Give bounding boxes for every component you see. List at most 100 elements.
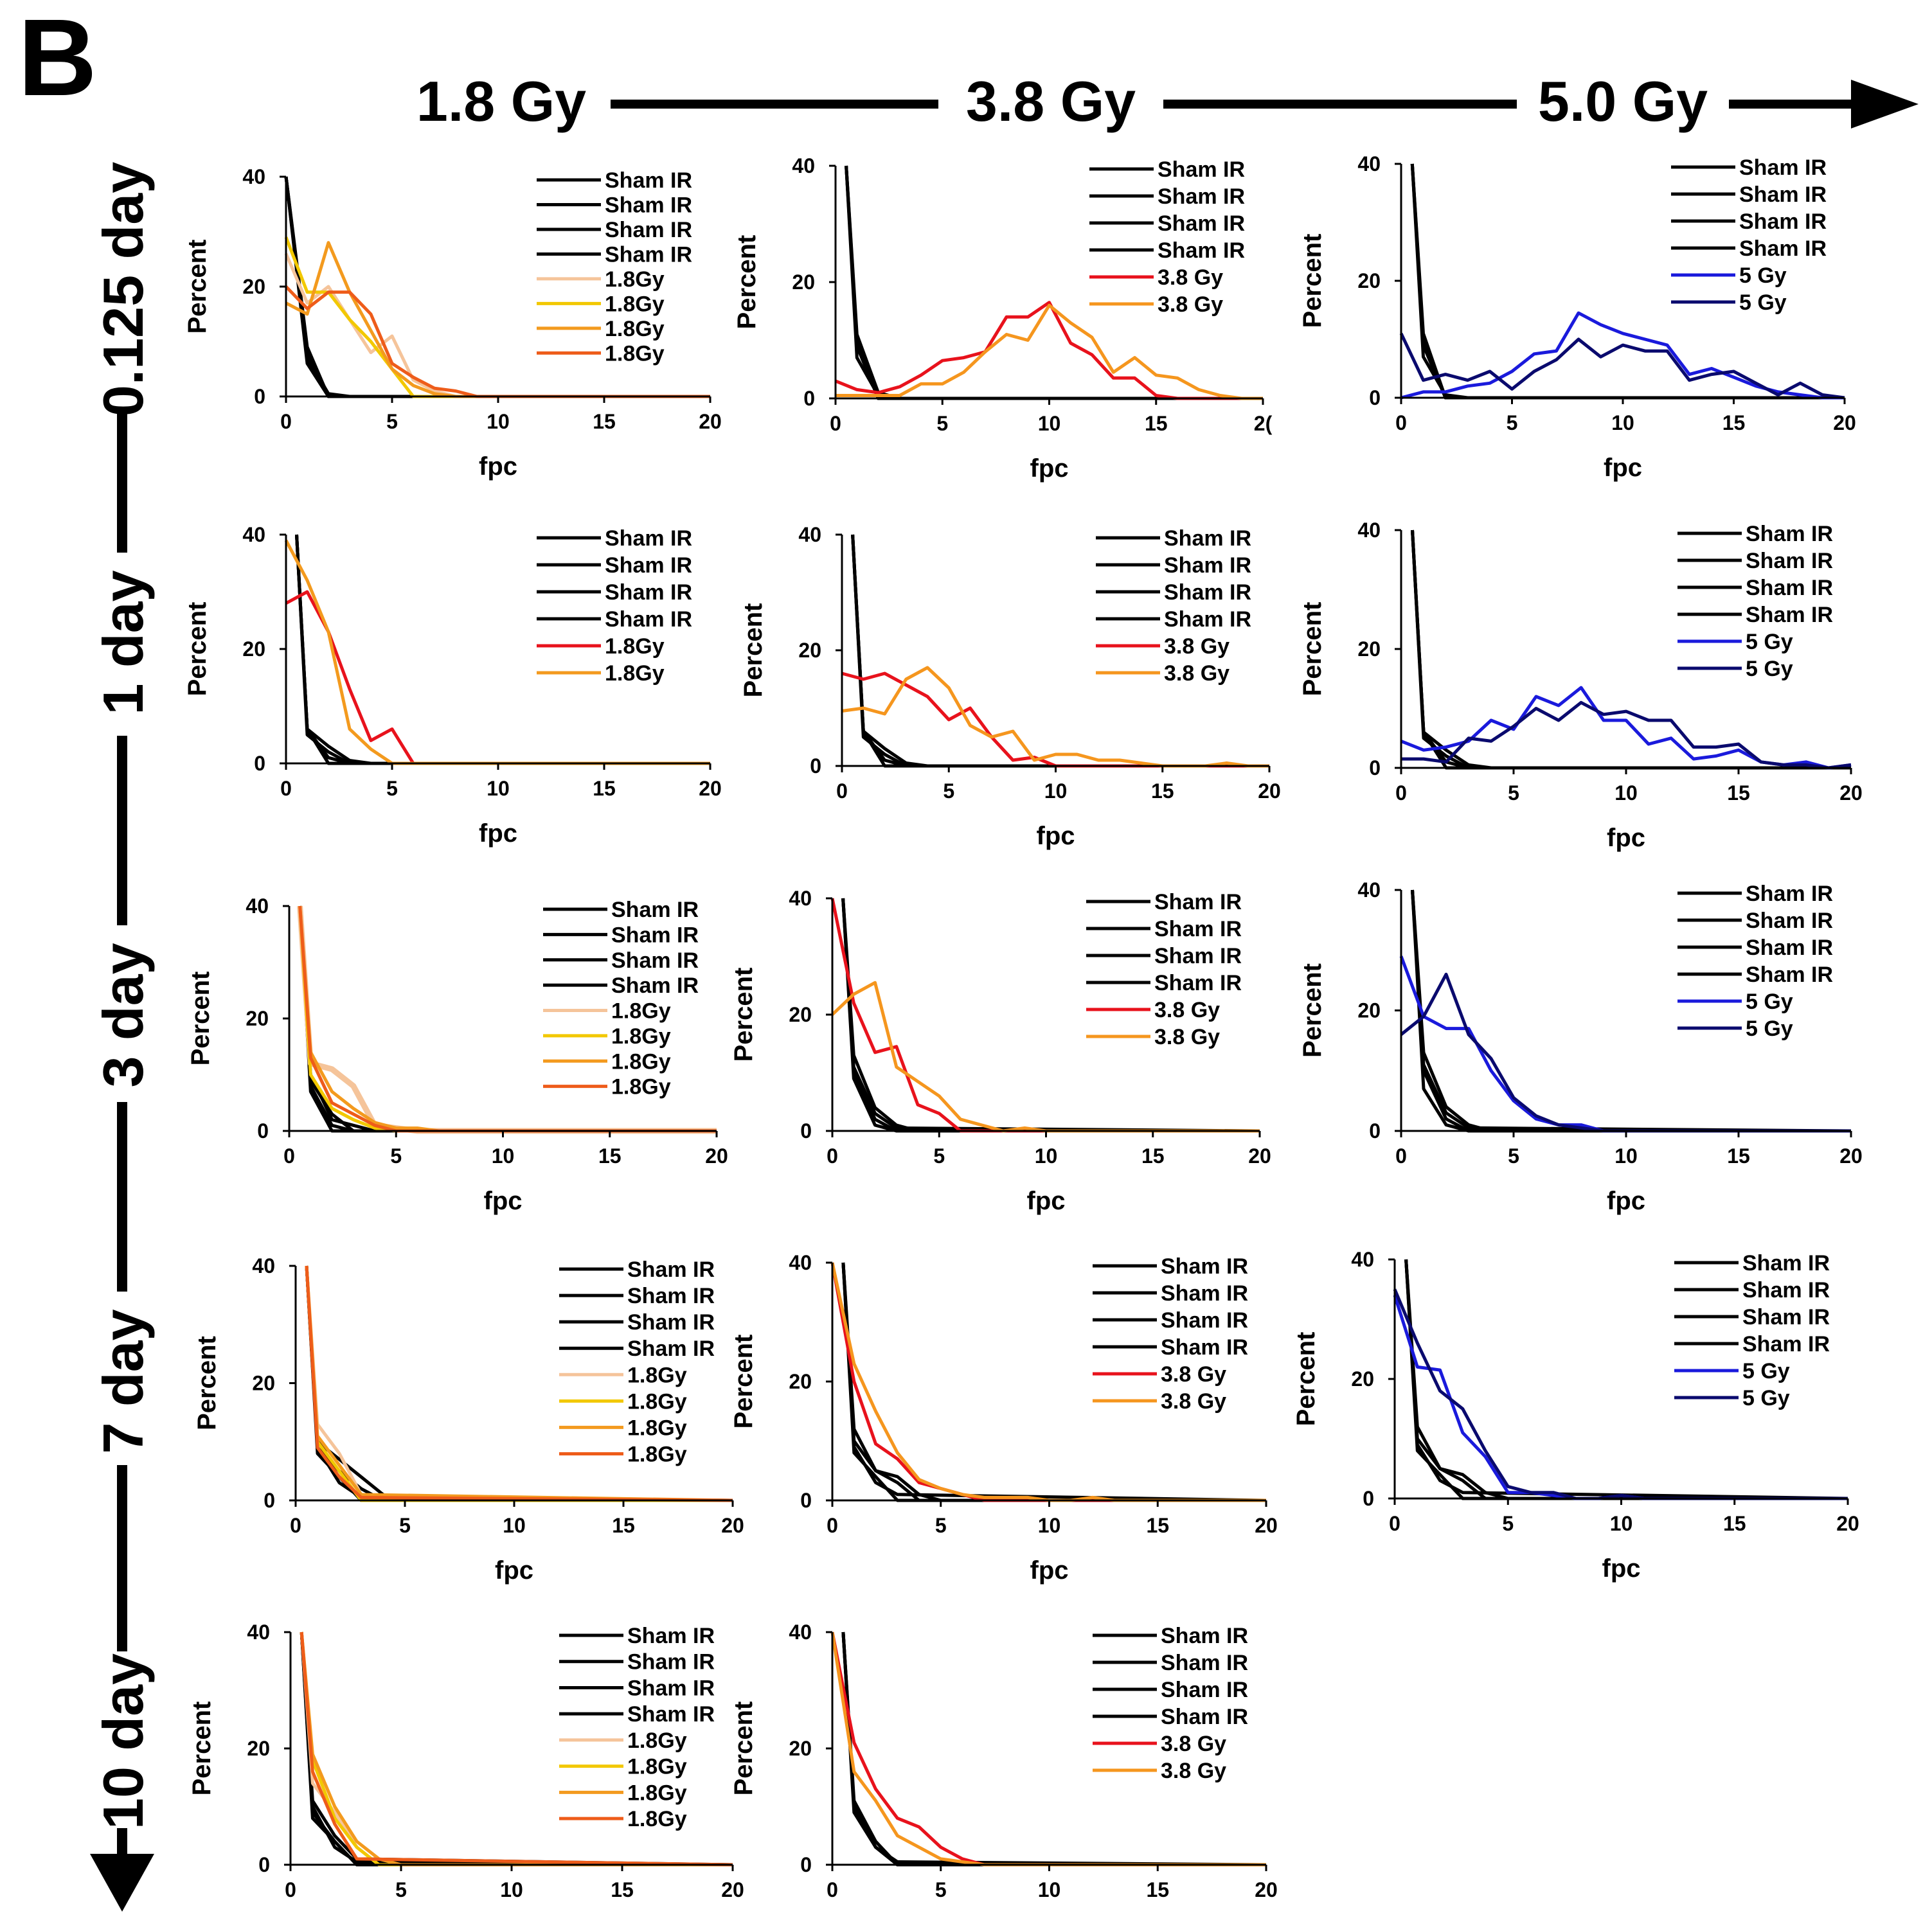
y-tick-label: 40 — [789, 1251, 812, 1274]
x-tick-label: 5 — [395, 1878, 407, 1901]
x-tick-label: 15 — [1141, 1144, 1165, 1168]
legend-label: Sham IR — [1154, 917, 1242, 941]
x-tick-label: 10 — [1044, 779, 1068, 803]
legend-label: 3.8 Gy — [1161, 1389, 1226, 1414]
legend-label: 5 Gy — [1742, 1386, 1790, 1410]
x-tick-label: 20 — [1833, 411, 1856, 434]
legend-label: Sham IR — [1161, 1651, 1248, 1675]
legend-label: Sham IR — [627, 1702, 715, 1727]
legend-label: Sham IR — [627, 1624, 715, 1648]
x-axis-label: fpc — [1037, 822, 1075, 850]
legend-label: Sham IR — [1746, 936, 1833, 960]
x-tick-label: 15 — [1151, 779, 1174, 803]
x-tick-label: 15 — [1727, 781, 1750, 804]
chart-r4c1: 0 20 40 0 5 10 15 20 Percent Sham IR Sham IR Sham I… — [729, 1621, 1278, 1901]
legend-label: 1.8Gy — [627, 1442, 687, 1466]
x-tick-label: 5 — [1502, 1512, 1514, 1535]
legend-label: Sham IR — [1161, 1335, 1248, 1360]
x-tick-label: 20 — [721, 1878, 744, 1901]
y-tick-label: 0 — [800, 1489, 812, 1512]
series-line — [1399, 332, 1845, 400]
legend-label: 1.8Gy — [611, 1075, 671, 1099]
x-tick-label: 15 — [1146, 1514, 1169, 1537]
legend-label: 5 Gy — [1746, 990, 1793, 1014]
dose-arrow: 1.8 Gy 3.8 Gy 5.0 Gy — [416, 69, 1919, 133]
legend-label: Sham IR — [1161, 1281, 1248, 1306]
y-axis-label: Percent — [733, 235, 761, 330]
legend-label: Sham IR — [1742, 1251, 1830, 1276]
legend-label: Sham IR — [1746, 882, 1833, 906]
time-arrow: 0.125 day 1 day 3 day 7 day 10 day — [90, 162, 155, 1912]
legend-label: 5 Gy — [1742, 1359, 1790, 1383]
time-label-0-125: 0.125 day — [91, 162, 155, 416]
y-tick-label: 20 — [789, 1370, 812, 1393]
x-tick-label: 15 — [611, 1878, 634, 1901]
legend-label: 3.8 Gy — [1154, 998, 1220, 1022]
legend-label: 1.8Gy — [627, 1389, 687, 1414]
y-tick-label: 0 — [1369, 386, 1381, 409]
legend-label: Sham IR — [605, 218, 692, 242]
x-tick-label: 0 — [827, 1878, 838, 1901]
x-tick-label: 5 — [935, 1878, 947, 1901]
legend-label: Sham IR — [1158, 238, 1245, 263]
legend-label: Sham IR — [1746, 522, 1833, 546]
chart-r2c1: 0 20 40 0 5 10 15 20 fpc Percent Sham IR Sham IR Sha… — [729, 887, 1271, 1215]
x-tick-label: 15 — [1723, 1512, 1746, 1535]
x-tick-label: 15 — [1145, 412, 1168, 435]
x-tick-label: 10 — [500, 1878, 523, 1901]
dose-header-5-0: 5.0 Gy — [1538, 69, 1708, 133]
x-tick-label: 10 — [1038, 1878, 1061, 1901]
x-axis-label: fpc — [1027, 1187, 1066, 1215]
y-tick-label: 20 — [242, 637, 265, 661]
series-line — [1400, 972, 1851, 1133]
x-tick-label: 0 — [836, 779, 848, 803]
legend-label: Sham IR — [605, 242, 692, 267]
x-tick-label: 5 — [933, 1144, 945, 1168]
legend-label: 3.8 Gy — [1154, 1025, 1220, 1049]
y-tick-label: 20 — [1351, 1367, 1374, 1391]
legend-label: Sham IR — [1161, 1308, 1248, 1333]
legend-label: Sham IR — [1158, 184, 1245, 209]
x-tick-label: 10 — [487, 777, 510, 800]
x-tick-label: 5 — [943, 779, 954, 803]
legend-label: 3.8 Gy — [1161, 1732, 1226, 1756]
y-tick-label: 40 — [789, 1621, 812, 1644]
series-line — [830, 1262, 1266, 1502]
series-line — [300, 1631, 733, 1867]
x-tick-label: 0 — [1395, 1144, 1407, 1168]
y-axis-label: Percent — [729, 968, 758, 1062]
legend-label: Sham IR — [605, 193, 692, 217]
legend-label: 3.8 Gy — [1158, 265, 1223, 290]
y-axis-label: Percent — [729, 1335, 758, 1429]
x-tick-label: 0 — [1395, 781, 1407, 804]
legend-label: Sham IR — [1746, 549, 1833, 573]
x-tick-label: 15 — [1727, 1144, 1750, 1168]
panel-label: B — [18, 0, 97, 119]
legend-label: Sham IR — [1158, 157, 1245, 182]
y-tick-label: 40 — [789, 887, 812, 910]
legend-label: Sham IR — [1739, 236, 1827, 261]
legend-label: 5 Gy — [1739, 263, 1787, 288]
legend-label: 3.8 Gy — [1158, 292, 1223, 317]
x-tick-label: 15 — [1722, 411, 1746, 434]
legend-label: Sham IR — [1161, 1254, 1248, 1279]
series-line — [841, 671, 1269, 768]
legend-label: Sham IR — [1164, 553, 1251, 578]
time-label-1: 1 day — [91, 570, 155, 715]
series-line — [831, 981, 1260, 1133]
y-tick-label: 20 — [252, 1372, 275, 1395]
y-tick-label: 0 — [1369, 1119, 1381, 1142]
legend-label: Sham IR — [605, 553, 692, 578]
x-tick-label: 0 — [283, 1144, 295, 1168]
legend-label: Sham IR — [611, 948, 699, 973]
legend-label: Sham IR — [1161, 1678, 1248, 1702]
x-axis-label: fpc — [1030, 454, 1069, 483]
series-line — [305, 1265, 733, 1502]
y-tick-label: 40 — [1357, 878, 1381, 902]
x-axis-label: fpc — [1604, 454, 1642, 482]
x-tick-label: 10 — [487, 410, 510, 433]
